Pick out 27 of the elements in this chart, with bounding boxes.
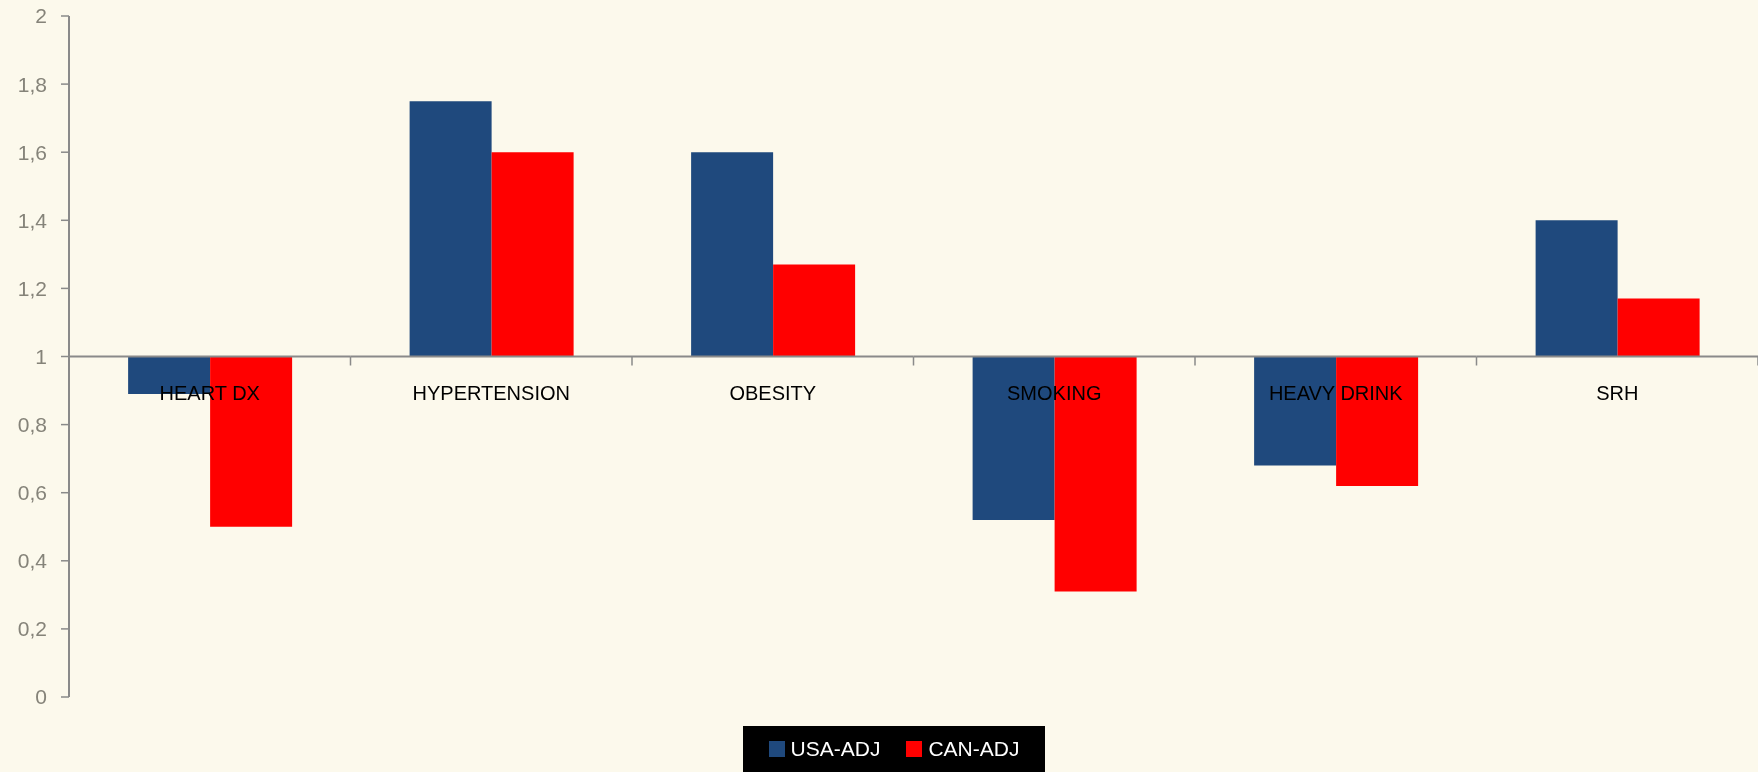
y-tick-label: 0,4 (17, 549, 48, 573)
y-tick-label: 0,2 (17, 617, 47, 641)
y-tick-label: 2 (35, 4, 47, 28)
bar (1254, 356, 1337, 466)
legend-label: CAN-ADJ (927, 737, 1020, 761)
bar (1336, 356, 1419, 486)
x-tick-label: HEART DX (159, 381, 260, 404)
bar (491, 152, 574, 357)
y-tick-label: 1 (35, 344, 47, 368)
y-tick-label: 1,4 (17, 208, 48, 232)
x-tick-label: SMOKING (1007, 381, 1102, 404)
bar (1535, 220, 1618, 357)
bar (691, 152, 774, 357)
bar (409, 101, 492, 357)
y-tick-label: 1,8 (17, 72, 47, 96)
y-tick-label: 0,8 (17, 413, 47, 437)
x-tick-label: HEAVY DRINK (1268, 381, 1404, 404)
bar (773, 264, 856, 357)
y-tick-label: 0 (35, 685, 47, 709)
y-tick-label: 1,2 (17, 276, 47, 300)
x-tick-label: SRH (1596, 381, 1639, 404)
x-tick-label: HYPERTENSION (412, 381, 570, 404)
bar (1617, 298, 1700, 357)
y-tick-label: 0,6 (17, 481, 47, 505)
y-tick-label: 1,6 (17, 140, 47, 164)
legend-label: USA-ADJ (789, 737, 881, 761)
x-tick-label: OBESITY (729, 381, 817, 404)
